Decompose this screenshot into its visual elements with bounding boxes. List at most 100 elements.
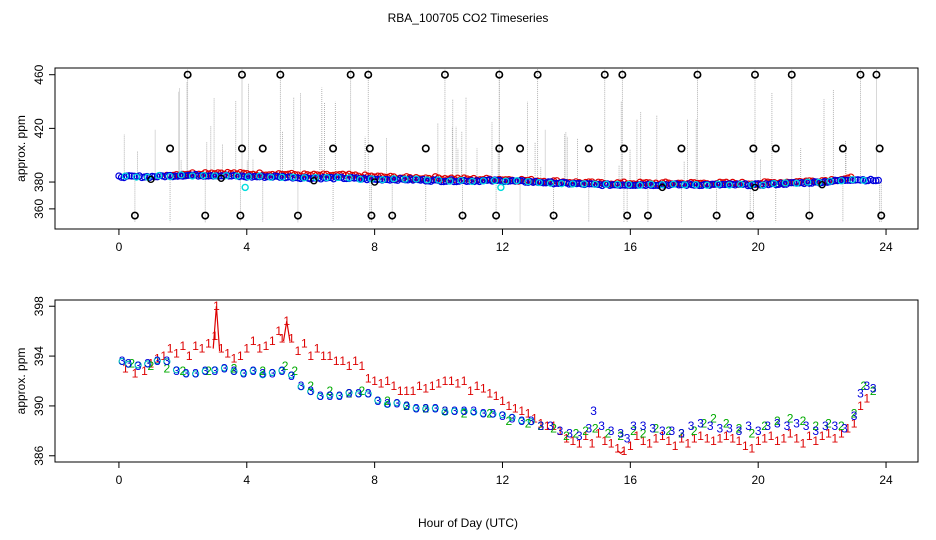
outlier-point bbox=[147, 175, 155, 184]
cyan-point bbox=[153, 357, 161, 365]
outlier-point bbox=[643, 211, 652, 220]
series-3-point: 3 bbox=[307, 384, 314, 398]
series-3-point: 3 bbox=[125, 357, 132, 371]
series-1-point: 1 bbox=[186, 349, 193, 363]
series-1-point: 1 bbox=[397, 384, 404, 398]
cyan-point bbox=[569, 180, 577, 188]
cyan-point bbox=[278, 366, 286, 375]
outlier-point bbox=[516, 144, 525, 153]
blue-point bbox=[795, 179, 803, 187]
y-axis-label: approx. ppm bbox=[14, 115, 28, 182]
outlier-point bbox=[693, 70, 702, 79]
series-3-point: 3 bbox=[490, 406, 497, 420]
y-tick-label: 394 bbox=[32, 346, 46, 366]
series-2-point: 2 bbox=[812, 419, 819, 433]
outlier-point bbox=[838, 144, 847, 153]
series-3-point: 3 bbox=[231, 364, 238, 378]
cyan-point bbox=[422, 405, 430, 413]
blue-point bbox=[179, 172, 187, 180]
outlier-point bbox=[712, 211, 721, 220]
series-1-point: 1 bbox=[283, 314, 290, 328]
blue-point bbox=[624, 181, 632, 189]
series-1-point: 1 bbox=[697, 429, 704, 443]
x-tick-label: 0 bbox=[116, 473, 123, 487]
cyan-point bbox=[383, 400, 392, 409]
cyan-point bbox=[479, 409, 487, 418]
series-3-point: 3 bbox=[793, 416, 800, 430]
cyan-point bbox=[625, 180, 633, 189]
series-2-point: 2 bbox=[461, 406, 468, 420]
series-3-point: 3 bbox=[822, 419, 829, 433]
series-1-point: 1 bbox=[659, 429, 666, 443]
series-3-point: 3 bbox=[745, 419, 752, 433]
series-3-point: 3 bbox=[298, 379, 305, 393]
series-1-point: 1 bbox=[755, 434, 762, 448]
series-1-point: 1 bbox=[621, 444, 628, 458]
cyan-point bbox=[401, 175, 409, 183]
series-1-point: 1 bbox=[512, 401, 519, 415]
series-2-point: 2 bbox=[825, 416, 832, 430]
series-3-point: 3 bbox=[812, 424, 819, 438]
cyan-point bbox=[497, 183, 505, 192]
series-1-point: 1 bbox=[269, 334, 276, 348]
series-1-point: 1 bbox=[295, 344, 302, 358]
series-3-point: 3 bbox=[736, 424, 743, 438]
series-1-point: 1 bbox=[365, 372, 372, 386]
series-1-point: 1 bbox=[160, 349, 167, 363]
outlier-point bbox=[236, 211, 245, 220]
cyan-point bbox=[591, 180, 599, 188]
series-1-point: 1 bbox=[263, 339, 270, 353]
series-3-point: 3 bbox=[202, 364, 209, 378]
series-3-point: 3 bbox=[259, 367, 266, 381]
series-1-point: 1 bbox=[595, 426, 602, 440]
cyan-point bbox=[446, 177, 454, 185]
outlier-point bbox=[440, 70, 449, 79]
cyan-point bbox=[220, 364, 229, 372]
cyan-point bbox=[268, 368, 276, 377]
cyan-point bbox=[166, 172, 174, 181]
outlier-point bbox=[877, 211, 886, 220]
outlier-point bbox=[183, 70, 192, 79]
blue-point bbox=[181, 172, 190, 180]
outlier-point bbox=[492, 211, 501, 220]
plot-frame bbox=[54, 299, 919, 463]
series-1-point: 1 bbox=[346, 359, 353, 373]
cyan-point bbox=[121, 172, 129, 180]
cyan-point bbox=[345, 174, 353, 182]
series-3-point: 3 bbox=[864, 379, 871, 393]
cyan-point bbox=[134, 361, 142, 369]
cyan-point bbox=[826, 177, 834, 185]
cyan-point bbox=[345, 389, 353, 397]
cyan-point bbox=[335, 392, 344, 400]
outlier-point bbox=[549, 211, 558, 220]
series-1-point: 1 bbox=[653, 431, 660, 445]
series-2-point: 2 bbox=[550, 421, 557, 435]
series-1-point: 1 bbox=[857, 399, 864, 413]
series-1-point: 1 bbox=[704, 431, 711, 445]
outlier-point bbox=[495, 144, 504, 153]
series-2-point: 2 bbox=[506, 414, 513, 428]
cyan-point bbox=[527, 418, 535, 426]
outlier-point bbox=[276, 70, 285, 79]
series-2-point: 2 bbox=[282, 359, 289, 373]
cyan-point bbox=[233, 172, 241, 180]
cyan-point bbox=[124, 360, 133, 368]
series-1-spike bbox=[212, 306, 221, 352]
outlier-point bbox=[388, 211, 397, 220]
series-3-point: 3 bbox=[697, 416, 704, 430]
cyan-point bbox=[192, 370, 200, 378]
series-1-point: 1 bbox=[467, 384, 474, 398]
blue-point bbox=[565, 180, 573, 188]
cyan-point bbox=[241, 183, 249, 192]
series-3-point: 3 bbox=[413, 401, 420, 415]
series-2-point: 2 bbox=[605, 426, 612, 440]
blue-point bbox=[851, 176, 859, 184]
cyan-point bbox=[804, 178, 812, 186]
blue-point bbox=[371, 175, 379, 183]
series-3-point: 3 bbox=[755, 424, 762, 438]
series-1-point: 1 bbox=[275, 324, 282, 338]
outlier-point bbox=[677, 144, 686, 153]
series-2-point: 2 bbox=[582, 424, 589, 438]
cyan-point bbox=[860, 176, 868, 184]
cyan-point bbox=[132, 173, 141, 181]
